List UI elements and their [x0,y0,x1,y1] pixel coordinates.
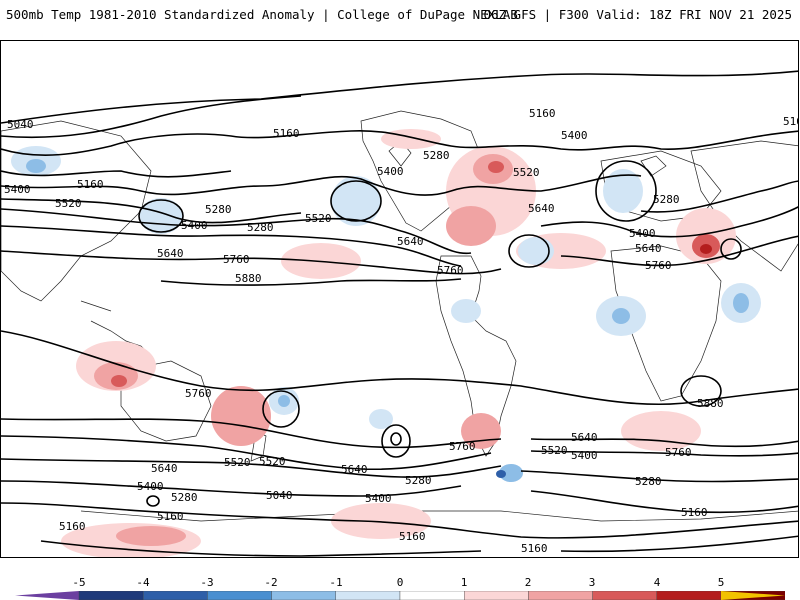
map-panel[interactable]: 5040 5160 5400 5520 5160 5160 5280 5400 … [0,40,799,558]
colorbar-tick-label: 0 [396,576,404,589]
contour-label: 5760 [185,387,212,400]
contour-label: 5400 [377,165,404,178]
contour-label: 5400 [4,183,31,196]
contour-label: 5160 [399,530,426,543]
colorbar-segment [528,591,593,600]
contour-label: 5040 [266,489,293,502]
contour-label: 5880 [697,397,724,410]
contour-label: 5520 [224,456,251,469]
contour-label: 5640 [157,247,184,260]
colorbar-tick-label: -3 [200,576,214,589]
contour-label: 5280 [405,474,432,487]
contour-label: 5280 [205,203,232,216]
contour-label: 5880 [235,272,262,285]
colorbar-tick-label: 5 [717,576,725,589]
colorbar-tick-label: -5 [72,576,86,589]
contour-label: 5760 [437,264,464,277]
colorbar-high-end [721,591,785,600]
anomaly-colorbar: -5 -4 -3 -2 -1 0 1 2 3 4 5 [0,570,800,600]
contour-label: 5400 [137,480,164,493]
contour-label: 5160 [59,520,86,533]
contour-label: 5640 [635,242,662,255]
colorbar-segment [335,591,401,600]
contour-label: 5400 [629,227,656,240]
contour-label: 5400 [181,219,208,232]
contour-label: 5640 [151,462,178,475]
contour-label: 5400 [561,129,588,142]
height-contours [1,70,798,557]
colorbar-segment [592,591,657,600]
colorbar-tick-label: -2 [264,576,278,589]
map-canvas: 5040 5160 5400 5520 5160 5160 5280 5400 … [1,70,799,557]
contour-label: 5160 [783,115,799,128]
colorbar-low-end [15,591,79,600]
contour-label: 5520 [55,197,82,210]
colorbar-tick-label: -1 [329,576,343,589]
contour-label: 5520 [541,444,568,457]
contour-label: 5520 [305,212,332,225]
contour-label: 5280 [171,491,198,504]
colorbar-tick-label: -4 [136,576,150,589]
contour-label: 5520 [259,455,286,468]
contour-label: 5640 [571,431,598,444]
contour-labels: 5040 5160 5400 5520 5160 5160 5280 5400 … [4,107,799,555]
contour-label: 5400 [365,492,392,505]
colorbar-segment [399,591,465,600]
contour-label: 5160 [529,107,556,120]
contour-label: 5280 [423,149,450,162]
colorbar-tick-label: 3 [588,576,596,589]
colorbar-segment [207,591,272,600]
contour-label: 5160 [681,506,708,519]
colorbar-tick-label: 4 [653,576,661,589]
contour-label: 5160 [273,127,300,140]
colorbar-segment [142,591,208,600]
contour-label: 5640 [341,463,368,476]
colorbar-segment [271,591,337,600]
contour-label: 5760 [449,440,476,453]
contour-label: 5760 [223,253,250,266]
colorbar-segment [78,591,144,600]
header: 500mb Temp 1981-2010 Standardized Anomal… [0,0,800,40]
contour-label: 5280 [653,193,680,206]
contour-label: 5640 [528,202,555,215]
contour-label: 5160 [157,510,184,523]
colorbar-tick-label: 1 [460,576,468,589]
contour-label: 5760 [645,259,672,272]
contour-label: 5040 [7,118,34,131]
contour-label: 5280 [247,221,274,234]
contour-label: 5280 [635,475,662,488]
map-title: 500mb Temp 1981-2010 Standardized Anomal… [6,7,518,22]
colorbar-segment [656,591,722,600]
colorbar-segment [464,591,529,600]
contour-label: 5640 [397,235,424,248]
contour-label: 5400 [571,449,598,462]
model-run-info: 06Z GFS | F300 Valid: 18Z FRI NOV 21 202… [483,7,792,22]
colorbar-bar [15,591,785,600]
colorbar-tick-label: 2 [524,576,532,589]
contour-label: 5760 [665,446,692,459]
contour-label: 5160 [77,178,104,191]
contour-label: 5520 [513,166,540,179]
contour-label: 5160 [521,542,548,555]
